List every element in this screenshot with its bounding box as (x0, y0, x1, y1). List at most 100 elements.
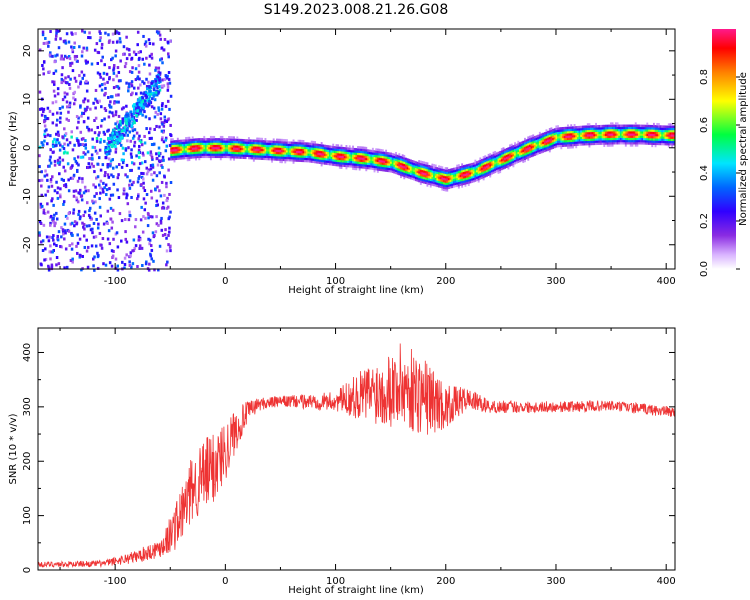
spectrogram-cell (347, 149, 350, 153)
spectrogram-cell (363, 157, 366, 161)
spectrogram-cell (669, 132, 672, 135)
spectrogram-cell (42, 72, 45, 76)
spectrogram-cell (385, 169, 388, 172)
spectrogram-cell (117, 125, 121, 129)
spectrogram-cell (497, 171, 500, 174)
spectrogram-cell (138, 96, 142, 100)
spectrogram-cell (231, 138, 234, 141)
spectrogram-cell (138, 162, 142, 166)
spectrogram-cell (426, 173, 429, 176)
spectrogram-cell (638, 141, 640, 145)
spectrogram-cell (38, 90, 42, 94)
spectrogram-cell (42, 211, 46, 215)
spectrogram-cell (132, 110, 136, 114)
spectrogram-cell (566, 124, 569, 127)
spectrogram-cell (391, 166, 394, 169)
spectrogram-cell (623, 139, 626, 143)
spectrogram-cell (111, 131, 115, 135)
spectrogram-cell (41, 248, 45, 252)
spectrogram-cell (528, 144, 531, 147)
spectrogram-cell (609, 142, 612, 145)
spectrogram-cell (400, 166, 402, 170)
spectrogram-cell (62, 39, 66, 43)
spectrogram-cell (148, 127, 152, 131)
spectrogram-cell (108, 66, 111, 70)
spectrogram-cell (355, 163, 358, 166)
spectrogram-cell (51, 236, 54, 240)
spectrogram-cell (383, 153, 386, 157)
spectrogram-cell (578, 132, 581, 135)
spectrogram-cell (626, 133, 629, 136)
spectrogram-cell (170, 157, 173, 161)
spectrogram-cell (111, 208, 115, 212)
spectrogram-cell (40, 240, 43, 244)
spectrogram-cell (362, 153, 364, 156)
spectrogram-cell (588, 131, 591, 135)
spectrogram-cell (426, 166, 429, 170)
spectrogram-cell (391, 168, 394, 171)
spectrogram-cell (447, 173, 450, 176)
spectrogram-cell (122, 45, 126, 49)
spectrogram-cell (285, 154, 288, 157)
spectrogram-cell (431, 163, 434, 167)
spectrogram-cell (254, 154, 257, 158)
spectrogram-cell (256, 155, 259, 158)
spectrogram-cell (323, 155, 326, 159)
spectrogram-cell (99, 138, 103, 142)
spectrogram-cell (552, 128, 555, 132)
spectrogram-cell (128, 130, 132, 134)
spectrogram-cell (317, 156, 320, 160)
spectrogram-cell (219, 146, 222, 150)
spectrogram-cell (103, 82, 106, 86)
spectrogram-cell (419, 173, 422, 177)
spectrogram-cell (365, 155, 368, 159)
spectrogram-cell (140, 171, 143, 175)
spectrogram-cell (133, 246, 136, 250)
spectrogram-cell (538, 138, 541, 141)
spectrogram-cell (651, 131, 654, 135)
spectrogram-cell (553, 137, 556, 140)
spectrogram-cell (277, 145, 280, 148)
spectrogram-cell (314, 143, 316, 146)
spectrogram-cell (190, 138, 192, 142)
spectrogram-cell (606, 133, 609, 136)
spectrogram-cell (236, 149, 239, 153)
spectrogram-cell (418, 173, 421, 176)
spectrogram-cell (573, 130, 576, 134)
spectrogram-cell (135, 114, 138, 118)
spectrogram-cell (151, 215, 154, 219)
spectrogram-cell (666, 138, 669, 142)
spectrogram-cell (78, 217, 82, 221)
spectrogram-cell (109, 133, 112, 137)
spectrogram-cell (492, 171, 495, 174)
spectrogram-cell (641, 131, 644, 134)
spectrogram-cell (540, 146, 543, 150)
spectrogram-cell (234, 145, 237, 148)
spectrogram-cell (376, 150, 379, 154)
spectrogram-cell (157, 80, 161, 84)
spectrogram-cell (350, 152, 353, 155)
spectrogram-cell (92, 183, 95, 187)
spectrogram-cell (358, 168, 361, 171)
spectrogram-cell (55, 180, 58, 184)
spectrogram-cell (654, 140, 657, 143)
spectrogram-cell (431, 181, 434, 184)
spectrogram-cell (203, 138, 206, 141)
spectrogram-cell (398, 164, 401, 167)
spectrogram-cell (158, 244, 162, 248)
spectrogram-cell (150, 196, 154, 200)
spectrogram-cell (98, 197, 101, 201)
spectrogram-cell (221, 146, 224, 150)
spectrogram-cell (104, 263, 108, 267)
spectrogram-cell (353, 163, 356, 166)
spectrogram-cell (373, 156, 376, 160)
spectrogram-cell (68, 104, 71, 108)
spectrogram-cell (40, 193, 44, 197)
spectrogram-cell (662, 136, 665, 139)
spectrogram-cell (323, 144, 326, 148)
spectrogram-cell (114, 145, 117, 149)
spectrogram-cell (603, 126, 606, 130)
spectrogram-cell (667, 138, 670, 142)
spectrogram-cell (239, 138, 242, 142)
spectrogram-cell (287, 158, 290, 162)
